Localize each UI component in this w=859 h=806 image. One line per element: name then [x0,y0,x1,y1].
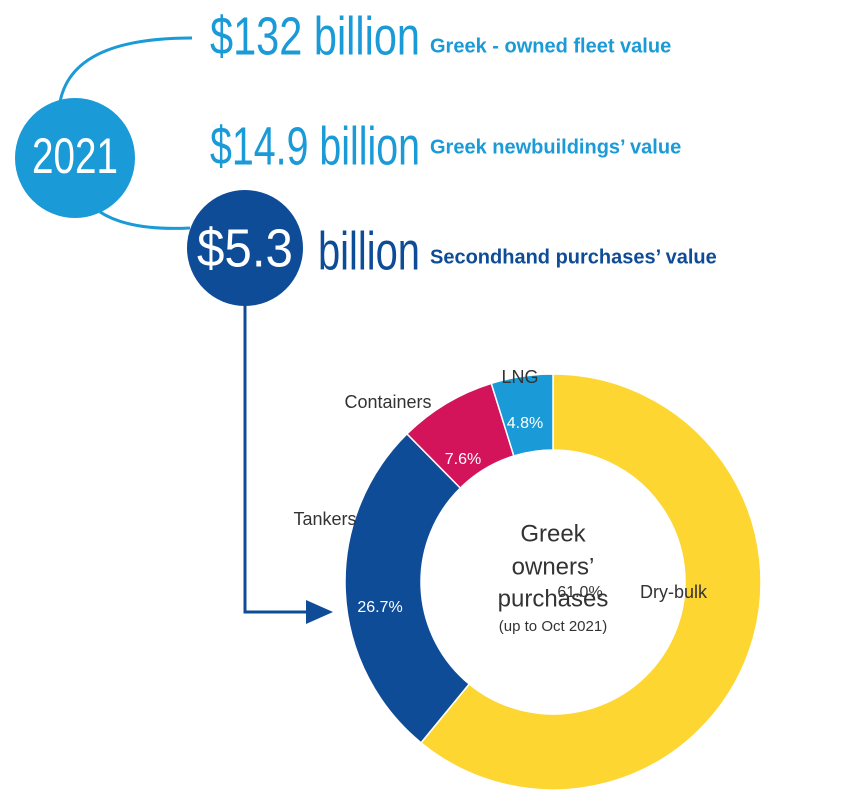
center-text: owners’ [512,553,595,580]
amount-label: Greek - owned fleet value [430,35,671,57]
year: 2021 [32,128,118,184]
category-label: Containers [344,392,431,412]
slice [419,373,762,791]
category-label: LNG [501,367,538,387]
value-label: 4.8% [507,415,543,432]
center-text: purchases [498,585,609,612]
amount-label: Greek newbuildings’ value [430,136,681,158]
amount-label: Secondhand purchases’ value [430,246,717,268]
amount: $132 billion [210,6,420,66]
connector [99,210,191,230]
amount-unit: billion [318,221,420,281]
amount-circle [187,190,303,306]
slice [344,432,471,744]
slice [490,373,554,457]
amount: $5.3 [197,218,293,278]
year-circle [15,98,135,218]
value-label: 7.6% [445,451,481,468]
amount: $14.9 billion [210,116,420,176]
category-label: Dry-bulk [640,582,708,602]
category-label: Tankers [293,509,356,529]
value-label: 26.7% [357,599,402,616]
arrow [243,305,333,624]
center-note: (up to Oct 2021) [499,618,607,635]
connector [58,36,193,103]
center-text: Greek [520,520,586,547]
value-label: 61.0% [557,584,602,601]
